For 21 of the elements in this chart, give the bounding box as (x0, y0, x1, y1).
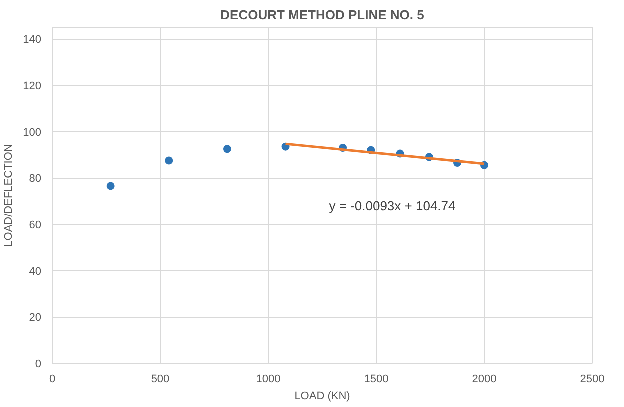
x-tick-label: 2000 (472, 374, 497, 386)
x-tick-label: 1000 (256, 374, 281, 386)
y-tick-label: 80 (29, 173, 42, 186)
y-tick-label: 100 (23, 126, 42, 139)
annotation: y = -0.0093x + 104.74 (329, 198, 456, 214)
y-axis-title: LOAD/DEFLECTION (3, 144, 16, 247)
point (165, 156, 174, 165)
x-tick-label: 0 (49, 374, 56, 386)
chart-title: DECOURT METHOD PLINE NO. 5 (220, 8, 424, 22)
point (223, 145, 232, 154)
y-tick-label: 60 (29, 219, 42, 232)
point (106, 182, 115, 190)
y-tick-label: 40 (29, 266, 42, 278)
y-tick-label: 140 (23, 34, 42, 46)
x-tick-label: 1500 (364, 374, 389, 386)
y-tick-label: 20 (29, 312, 42, 324)
x-tick-label: 2500 (580, 374, 605, 386)
x-tick-label: 500 (151, 374, 170, 386)
x-axis-title: LOAD (KN) (294, 390, 350, 402)
y-tick-label: 120 (23, 80, 42, 92)
y-tick-label: 0 (35, 358, 42, 370)
